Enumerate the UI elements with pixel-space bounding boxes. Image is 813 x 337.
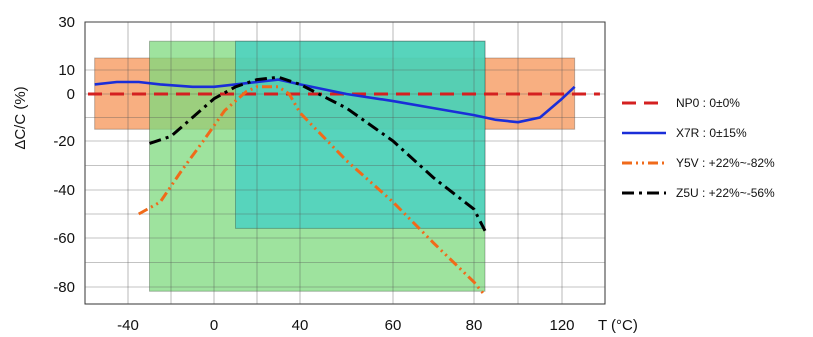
legend-label-2: Y5V : +22%~-82% [676,156,775,170]
legend: NP0 : 0±0% X7R : 0±15% Y5V : +22%~-82% Z5U … [622,96,775,200]
y-tick-label: 30 [58,14,75,31]
x-tick-label: 120 [549,317,574,334]
y-tick-label: 0 [67,86,75,103]
legend-label-3: Z5U : +22%~-56% [676,186,775,200]
x-axis-label: T (°C) [598,317,638,334]
x-tick-label: -40 [117,317,139,334]
y-tick-label: -20 [53,133,75,150]
y-tick-label: -40 [53,182,75,199]
x-tick-label: 60 [385,317,402,334]
y-tick-label: -60 [53,230,75,247]
legend-label-0: NP0 : 0±0% [676,96,740,110]
x-tick-label: 80 [466,317,483,334]
y-axis-label: ΔC/C (%) [12,86,29,149]
background-bands [95,41,575,291]
band-2 [236,41,486,228]
x-tick-label: 40 [292,317,309,334]
x-tick-label: 0 [210,317,218,334]
legend-label-1: X7R : 0±15% [676,126,747,140]
y-tick-label: -80 [53,279,75,296]
y-tick-label: 10 [58,62,75,79]
